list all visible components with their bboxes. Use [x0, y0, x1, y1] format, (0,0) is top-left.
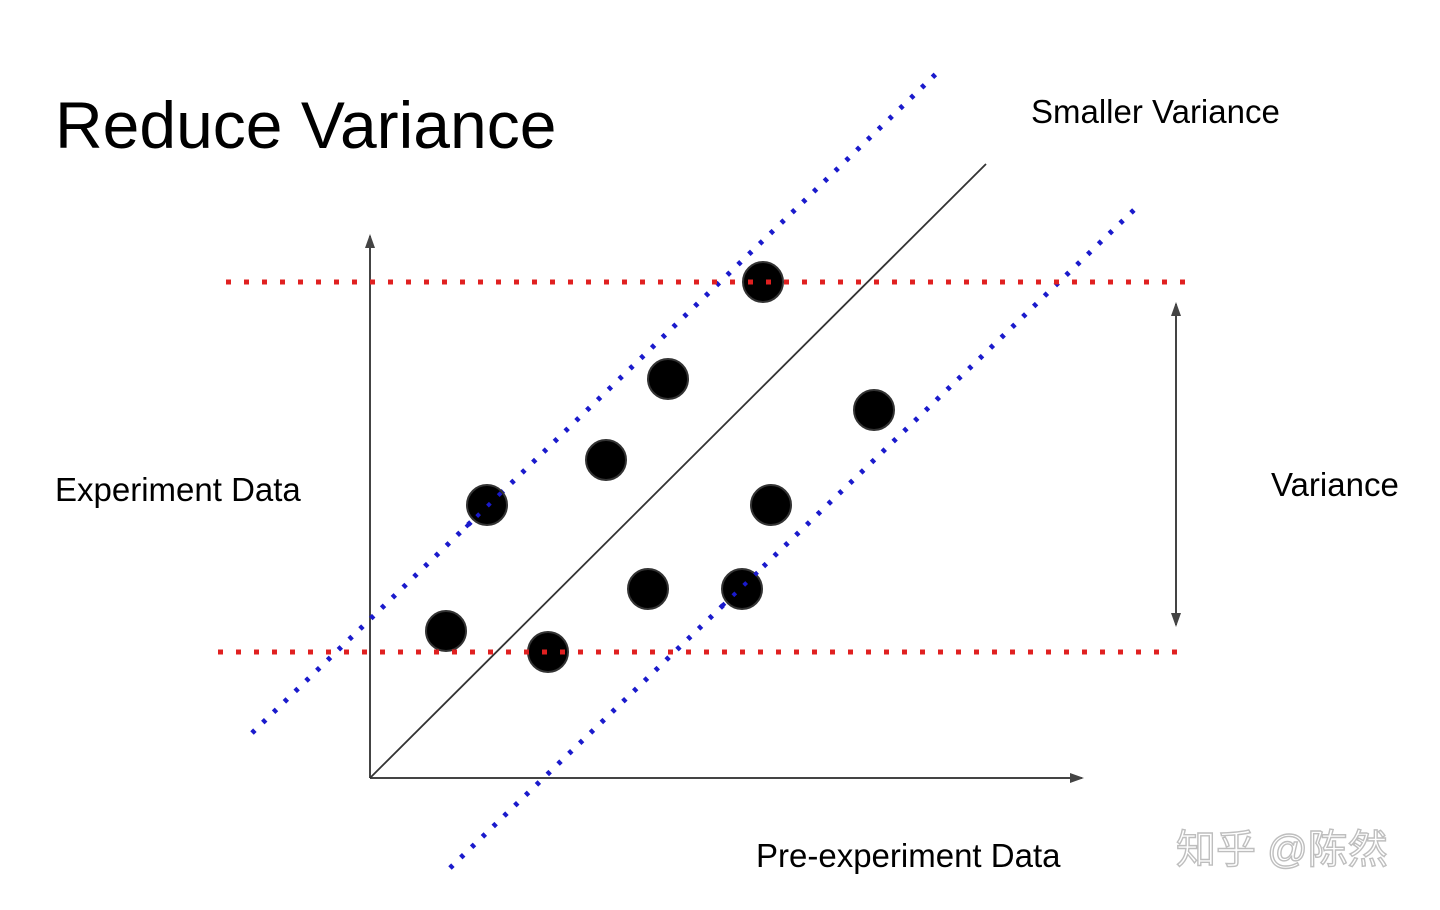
diagonal-line — [369, 163, 987, 779]
lower-band-line — [448, 205, 1139, 870]
smaller-variance-label: Smaller Variance — [1031, 93, 1280, 130]
watermark: 知乎 @陈然 — [1175, 828, 1388, 872]
data-point — [750, 484, 792, 526]
data-point — [425, 610, 467, 652]
data-point — [627, 568, 669, 610]
data-point — [721, 568, 763, 610]
lower-band-overlay — [720, 566, 764, 608]
data-points — [425, 261, 895, 673]
x-axis-label: Pre-experiment Data — [756, 837, 1061, 874]
upper-band-overlay — [464, 484, 510, 529]
page-title: Reduce Variance — [55, 88, 557, 162]
data-point — [742, 261, 784, 303]
data-point — [853, 389, 895, 431]
data-point — [647, 358, 689, 400]
upper-band-line — [250, 68, 942, 735]
variance-label: Variance — [1271, 466, 1399, 503]
data-point — [585, 439, 627, 481]
y-axis-label: Experiment Data — [55, 471, 301, 508]
